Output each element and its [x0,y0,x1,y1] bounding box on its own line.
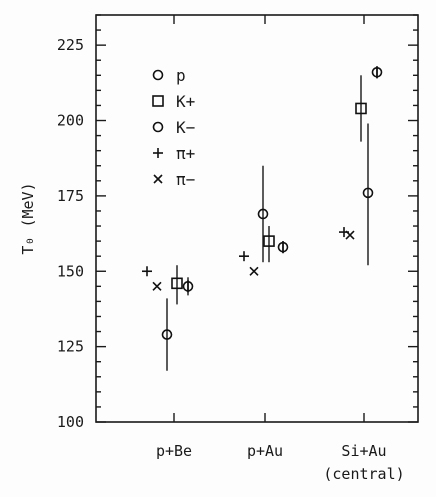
legend-marker [153,148,163,158]
data-point [239,251,249,262]
data-point [249,266,259,276]
data-point [161,329,173,340]
data-point [152,281,162,291]
legend-entry: K− [152,118,195,137]
x-category-label: Si+Au [341,442,386,460]
data-point [142,266,152,277]
legend-marker-shape [152,95,164,107]
data-point [355,102,367,115]
legend-entry: π+ [153,144,195,163]
legend-label: π+ [176,144,195,163]
points-layer [142,66,383,340]
data-point-shape-b [249,266,259,276]
legend-label: K− [176,118,195,137]
x-category-label: p+Be [156,442,192,460]
legend: p K+ K− π+ π− [152,66,195,189]
labels-layer: 100 125 150 175 200 225 p+Be p+Au Si+Au (central) [57,36,405,483]
y-axis-title: T₀ (MeV) [19,182,37,254]
errorbars-layer [166,66,378,371]
legend-label: K+ [176,92,195,111]
data-point-shape-b [152,281,162,291]
y-tick-label: 125 [57,338,84,356]
legend-marker [153,174,163,184]
data-point [257,208,269,220]
legend-entry: π− [153,170,195,189]
data-point [345,230,355,240]
data-point [362,187,374,199]
legend-label: p [176,66,186,85]
legend-marker-shape [152,69,164,81]
legend-entry: p [152,66,186,85]
legend-marker [152,121,164,133]
data-point [182,280,194,293]
data-point-shape [362,187,374,199]
legend-marker-shape [152,121,164,133]
plot-area-frame [95,14,419,423]
y-tick-label: 100 [57,413,84,431]
y-tick-label: 175 [57,187,84,205]
y-tick-label: 150 [57,262,84,280]
data-point [277,241,289,254]
y-tick-label: 200 [57,112,84,130]
ticks-layer [96,14,418,423]
legend-marker [152,95,164,107]
x-category-label: p+Au [247,442,283,460]
y-tick-label: 225 [57,36,84,54]
data-point-shape [171,277,183,290]
legend-marker-shape-b [153,174,163,184]
legend-label: π− [176,170,195,189]
legend-marker [152,69,164,81]
data-point-shape-b [345,230,355,240]
data-point [263,235,275,247]
data-point [371,66,383,79]
data-point-shape [263,235,275,247]
data-point-shape [161,329,173,340]
data-point-shape [355,102,367,115]
legend-entry: K+ [152,92,195,111]
data-point-shape [257,208,269,220]
data-point [171,277,183,290]
plot-frame-layer [95,14,419,423]
x-category-label: (central) [323,465,404,483]
